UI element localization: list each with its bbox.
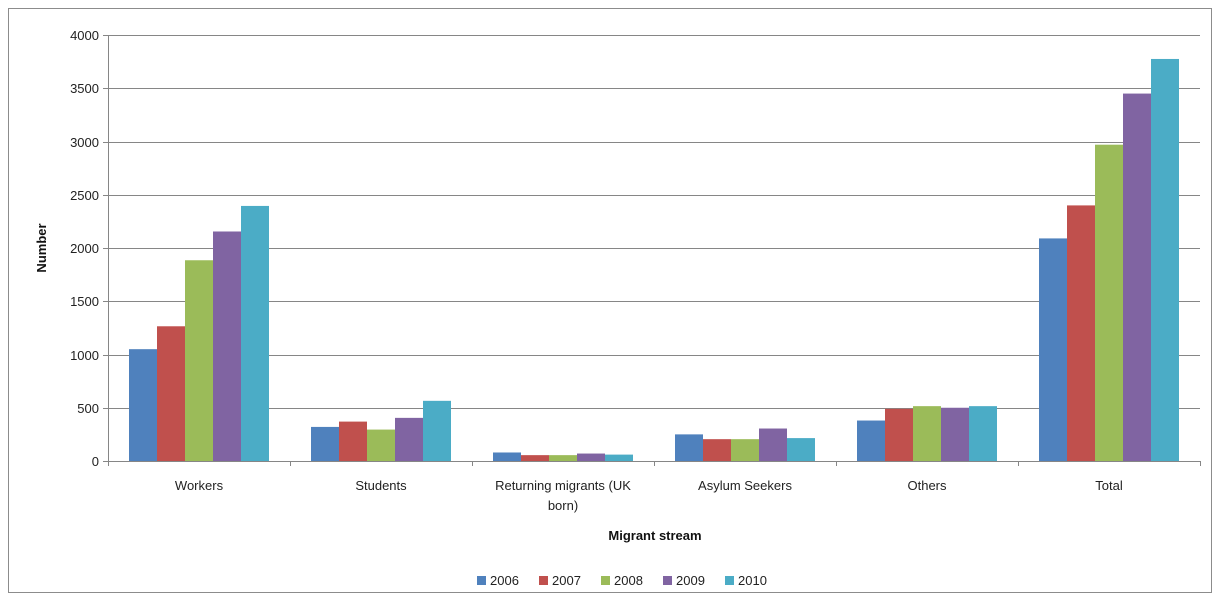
bar-2007-3 bbox=[703, 439, 731, 461]
x-tick-label: Others bbox=[907, 478, 947, 493]
bar-2008-4 bbox=[913, 406, 941, 461]
bar-2006-5 bbox=[1039, 238, 1067, 461]
legend: 2006 2007 2008 2009 2010 bbox=[477, 573, 767, 588]
y-tick-labels: 0 500 1000 1500 2000 2500 3000 3500 4000 bbox=[70, 28, 99, 469]
bar-2009-0 bbox=[213, 231, 241, 461]
bar-2010-3 bbox=[787, 438, 815, 461]
legend-swatch-2008 bbox=[601, 576, 610, 585]
x-tick-label: Total bbox=[1095, 478, 1123, 493]
bars bbox=[129, 58, 1179, 462]
y-tick-label: 0 bbox=[92, 454, 99, 469]
axes bbox=[108, 35, 1201, 466]
bar-2008-0 bbox=[185, 260, 213, 461]
legend-label-2010: 2010 bbox=[738, 573, 767, 588]
legend-swatch-2009 bbox=[663, 576, 672, 585]
bar-2007-0 bbox=[157, 326, 185, 461]
bar-2008-5 bbox=[1095, 144, 1123, 461]
bar-2010-0 bbox=[241, 205, 269, 461]
bar-2006-3 bbox=[675, 434, 703, 461]
x-axis-title: Migrant stream bbox=[608, 528, 701, 543]
y-tick-label: 4000 bbox=[70, 28, 99, 43]
bar-2010-4 bbox=[969, 406, 997, 461]
legend-swatch-2006 bbox=[477, 576, 486, 585]
y-tick-label: 1500 bbox=[70, 294, 99, 309]
legend-swatch-2007 bbox=[539, 576, 548, 585]
bar-2006-1 bbox=[311, 426, 339, 461]
legend-label-2009: 2009 bbox=[676, 573, 705, 588]
x-tick-label: Students bbox=[355, 478, 407, 493]
y-tick-label: 3000 bbox=[70, 135, 99, 150]
bar-2007-5 bbox=[1067, 205, 1095, 461]
y-axis-title: Number bbox=[34, 223, 49, 272]
x-tick-label: born) bbox=[548, 498, 578, 513]
y-tick-label: 500 bbox=[77, 401, 99, 416]
bar-2010-5 bbox=[1151, 58, 1179, 462]
gridlines bbox=[103, 35, 1200, 462]
bar-2009-4 bbox=[941, 407, 969, 461]
x-tick-label: Asylum Seekers bbox=[698, 478, 792, 493]
bar-2009-3 bbox=[759, 428, 787, 461]
bar-2010-2 bbox=[605, 454, 633, 461]
bar-2009-1 bbox=[395, 417, 423, 461]
legend-swatch-2010 bbox=[725, 576, 734, 585]
bar-2008-3 bbox=[731, 439, 759, 461]
x-tick-label: Workers bbox=[175, 478, 224, 493]
bar-2006-0 bbox=[129, 349, 157, 461]
bar-2007-2 bbox=[521, 455, 549, 461]
bar-2008-2 bbox=[549, 455, 577, 461]
legend-label-2007: 2007 bbox=[552, 573, 581, 588]
bar-2007-4 bbox=[885, 408, 913, 461]
y-tick-label: 2500 bbox=[70, 188, 99, 203]
bar-2006-4 bbox=[857, 420, 885, 461]
bar-2008-1 bbox=[367, 429, 395, 461]
y-tick-label: 2000 bbox=[70, 241, 99, 256]
bar-2006-2 bbox=[493, 452, 521, 461]
legend-label-2008: 2008 bbox=[614, 573, 643, 588]
bar-2009-2 bbox=[577, 453, 605, 461]
legend-label-2006: 2006 bbox=[490, 573, 519, 588]
x-tick-label: Returning migrants (UK bbox=[495, 478, 631, 493]
bar-2007-1 bbox=[339, 421, 367, 461]
y-tick-label: 3500 bbox=[70, 81, 99, 96]
y-tick-label: 1000 bbox=[70, 348, 99, 363]
bar-2009-5 bbox=[1123, 93, 1151, 461]
bar-2010-1 bbox=[423, 400, 451, 461]
x-tick-labels: Workers Students Returning migrants (UK bor… bbox=[175, 478, 1123, 513]
